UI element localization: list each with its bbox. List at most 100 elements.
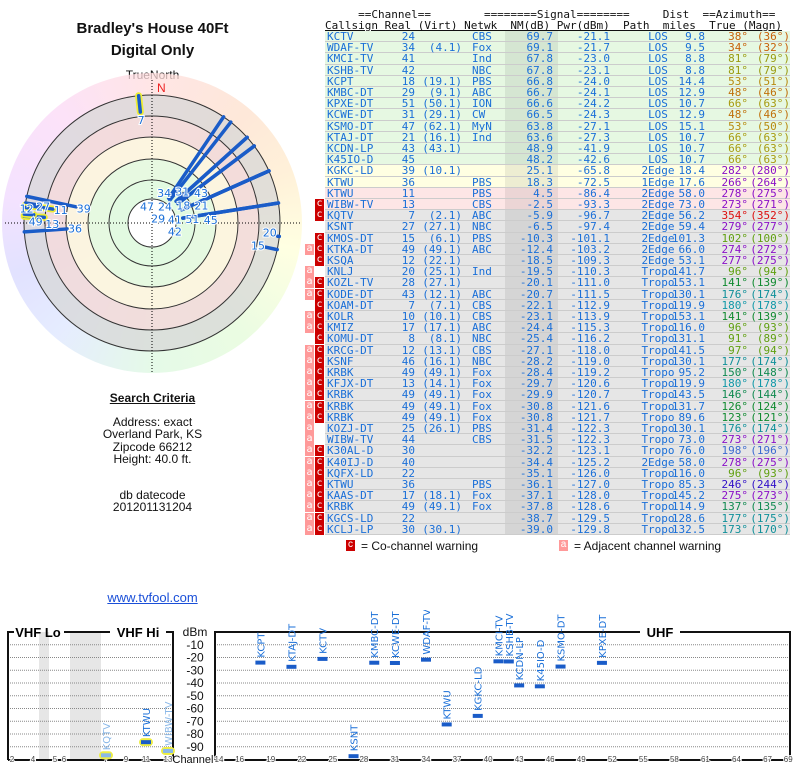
- station-row[interactable]: KTWU 36 PBS -36.1 -127.0 Tropo 85.3 246° (244°): [325, 479, 790, 490]
- callsign-cell: KOAM-DT: [327, 298, 374, 312]
- station-label: KMCI-TV: [494, 615, 505, 656]
- station-label: KSMO-DT: [557, 614, 568, 662]
- station-row[interactable]: KSNT 27 (27.1) NBC -6.5 -97.4 2Edge 59.4 279° (27…: [325, 220, 790, 234]
- station-row[interactable]: KRBK 49 (49.1) Fox -37.8 -128.6 Tropo 114.9 137°…: [325, 501, 790, 513]
- nm-column-shade: [505, 187, 558, 198]
- power-cell: -113.9: [570, 310, 610, 323]
- station-row[interactable]: KTKA-DT 49 (49.1) ABC -12.4 -103.2 2Edge 66.0 27…: [325, 244, 790, 255]
- noise-margin-cell: -6.5: [526, 220, 554, 234]
- azimuth-magnetic-cell: (139°): [750, 276, 790, 290]
- channel-axis-label: Channel: [173, 754, 214, 766]
- channel-tick-label: 43: [515, 755, 524, 764]
- station-row[interactable]: KRCG-DT 12 (13.1) CBS -27.1 -118.0 Tropo 141.5 9…: [325, 343, 790, 357]
- station-row[interactable]: KCTV 24 CBS 69.7 -21.1 LOS 9.8 38° (36°): [325, 31, 790, 42]
- station-signal-bar: [286, 664, 297, 669]
- station-row[interactable]: KNLJ 20 (25.1) Ind -19.5 -110.3 Tropo 141.7 96° (…: [325, 266, 790, 277]
- nm-column-shade: [505, 322, 558, 333]
- station-row[interactable]: KQFX-LD 22 -35.1 -126.0 Tropo 116.0 96° (93°): [325, 468, 790, 479]
- noise-margin-cell: 25.1: [526, 164, 554, 178]
- station-row[interactable]: KODE-DT 43 (12.1) ABC -20.7 -111.5 Tropo 130.1 1…: [325, 287, 790, 301]
- station-row[interactable]: KQTV 7 (2.1) ABC -5.9 -96.7 2Edge 56.2 354° (352°…: [325, 210, 790, 221]
- power-cell: -121.7: [570, 410, 610, 424]
- station-label: KTAJ-DT: [287, 623, 298, 662]
- azimuth-true-cell: 277°: [721, 254, 749, 267]
- real-channel-cell: 12: [401, 254, 415, 267]
- station-row[interactable]: KPXE-DT 51 (50.1) ION 66.6 -24.2 LOS 10.7 66° (63…: [325, 98, 790, 109]
- nm-column-shade: [505, 232, 558, 243]
- noise-margin-cell: -27.1: [519, 343, 553, 357]
- station-row[interactable]: K40IJ-D 40 -34.4 -125.2 2Edge 58.0 278° (275°): [325, 455, 790, 469]
- station-row[interactable]: KSHB-TV 42 NBC 67.8 -23.1 LOS 8.8 81° (79°): [325, 64, 790, 76]
- co-channel-legend-text: = Co-channel warning: [361, 539, 479, 553]
- station-row[interactable]: K30AL-D 30 -32.2 -123.1 Tropo 76.0 198° (196°): [325, 445, 790, 457]
- callsign-cell: WDAF-TV: [327, 41, 374, 55]
- station-row[interactable]: K45IO-D 45 48.2 -42.6 LOS 10.7 66° (63°): [325, 154, 790, 165]
- station-row[interactable]: KCDN-LP 43 (43.1) 48.9 -41.9 LOS 10.7 66° (63°): [325, 143, 790, 154]
- real-channel-cell: 17: [401, 321, 415, 335]
- virtual-channel-cell: (18.1): [422, 489, 462, 503]
- azimuth-true-cell: 66°: [728, 97, 748, 111]
- azimuth-true-cell: 96°: [728, 466, 748, 480]
- uhf-label: UHF: [647, 625, 674, 640]
- power-cell: -120.6: [570, 377, 610, 391]
- station-row[interactable]: KFJX-DT 13 (14.1) Fox -29.7 -120.6 Tropo 119.9 1…: [325, 378, 790, 389]
- network-cell: ABC: [472, 209, 492, 223]
- power-cell: -116.2: [570, 332, 610, 346]
- station-row[interactable]: WDAF-TV 34 (4.1) Fox 69.1 -21.7 LOS 9.5 34° (32°): [325, 42, 790, 53]
- station-row[interactable]: KRBK 49 (49.1) Fox -29.9 -120.7 Tropo 143.5 146°…: [325, 389, 790, 401]
- real-channel-cell: 43: [401, 142, 415, 155]
- station-row[interactable]: KOMU-DT 8 (8.1) NBC -25.4 -116.2 Tropo 131.1 91°…: [325, 332, 790, 346]
- callsign-cell: KODE-DT: [327, 287, 374, 301]
- station-row[interactable]: KSMO-DT 47 (62.1) MyN 63.8 -27.1 LOS 15.1 53° (50…: [325, 120, 790, 132]
- adjacent-channel-warning-icon: a: [305, 366, 314, 378]
- real-channel-cell: 13: [401, 377, 415, 391]
- station-row[interactable]: KMIZ 17 (17.1) ABC -24.4 -115.3 Tropo 116.0 96° (…: [325, 322, 790, 333]
- station-row[interactable]: KMCI-TV 41 Ind 67.8 -23.0 LOS 8.8 81° (79°): [325, 53, 790, 65]
- station-row[interactable]: KTAJ-DT 21 (16.1) Ind 63.6 -27.3 LOS 10.7 66° (63…: [325, 132, 790, 143]
- azimuth-true-cell: 66°: [728, 130, 748, 144]
- power-cell: -24.2: [576, 97, 610, 111]
- azimuth-magnetic-cell: (174°): [750, 354, 790, 368]
- station-row[interactable]: WIBW-TV 13 CBS -2.5 -93.3 2Edge 73.0 273° (271°): [325, 199, 790, 210]
- station-row[interactable]: KGKC-LD 39 (10.1) 25.1 -65.8 2Edge 18.4 282° (28…: [325, 164, 790, 178]
- channel-tick-label: 69: [784, 755, 793, 764]
- power-cell: -72.5: [576, 175, 610, 189]
- virtual-channel-cell: (43.1): [422, 142, 462, 155]
- network-cell: CBS: [472, 298, 492, 312]
- station-row[interactable]: KGCS-LD 22 -38.7 -129.5 Tropo 128.6 177° (175°): [325, 512, 790, 524]
- station-row[interactable]: KTWU 36 PBS 18.3 -72.5 1Edge 17.6 266° (264°): [325, 175, 790, 189]
- station-row[interactable]: KMOS-DT 15 (6.1) PBS -10.3 -101.1 2Edge 101.3 10…: [325, 232, 790, 244]
- station-row[interactable]: KCWE-DT 31 (29.1) CW 66.5 -24.3 LOS 12.9 48° (46°…: [325, 109, 790, 121]
- station-ray: [174, 135, 249, 203]
- real-channel-cell: 40: [401, 455, 415, 469]
- station-row[interactable]: KSQA 12 (22.1) -18.5 -109.3 2Edge 53.1 277° (275…: [325, 255, 790, 266]
- channel-tick-label: 16: [235, 755, 244, 764]
- virtual-channel-cell: (49.1): [422, 399, 462, 413]
- station-row[interactable]: KOLR 10 (10.1) CBS -23.1 -113.9 Tropo 153.1 141°…: [325, 311, 790, 322]
- azimuth-true-cell: 275°: [721, 489, 749, 503]
- noise-margin-cell: 18.3: [526, 175, 554, 189]
- adjacent-channel-warning-icon: a: [305, 388, 314, 401]
- station-row[interactable]: KOAM-DT 7 (7.1) CBS -22.1 -112.9 Tropo 119.9 180…: [325, 300, 790, 311]
- station-row[interactable]: KRBK 49 (49.1) Fox -30.8 -121.6 Tropo 131.7 126°…: [325, 399, 790, 413]
- noise-margin-cell: 69.7: [526, 30, 554, 43]
- network-cell: Ind: [472, 265, 492, 279]
- noise-margin-cell: -5.9: [526, 209, 554, 223]
- azimuth-true-cell: 273°: [721, 198, 749, 211]
- station-row[interactable]: KMBC-DT 29 (9.1) ABC 66.7 -24.1 LOS 12.9 48° (46°…: [325, 87, 790, 98]
- station-row[interactable]: WIBW-TV 44 CBS -31.5 -122.3 Tropo 73.0 273° (271…: [325, 434, 790, 445]
- station-row[interactable]: KOZJ-DT 25 (26.1) PBS -31.4 -122.3 Tropo 130.1 1…: [325, 423, 790, 434]
- tvfool-link[interactable]: www.tvfool.com: [107, 590, 198, 605]
- criteria-zip: Zipcode 66212: [112, 440, 193, 454]
- station-row[interactable]: KCPT 18 (19.1) PBS 66.8 -24.0 LOS 14.4 53° (51°): [325, 76, 790, 87]
- station-row[interactable]: KAAS-DT 17 (18.1) Fox -37.1 -128.0 Tropo 145.2 2…: [325, 490, 790, 501]
- station-row[interactable]: KRBK 49 (49.1) Fox -30.8 -121.7 Tropo 89.6 123°(…: [325, 412, 790, 423]
- path-cell: Tropo: [641, 321, 675, 335]
- station-row[interactable]: KTWU 11 PBS 4.5 -86.4 2Edge 58.0 278° (275°): [325, 188, 790, 199]
- station-row[interactable]: KOZL-TV 28 (27.1) -20.1 -111.0 Tropo 153.1 141°…: [325, 276, 790, 290]
- station-row[interactable]: KRBK 49 (49.1) Fox -28.4 -119.2 Tropo 95.2 150°(…: [325, 367, 790, 378]
- azimuth-magnetic-cell: (273°): [750, 489, 790, 503]
- station-row[interactable]: KSNF 46 (16.1) NBC -28.2 -119.0 Tropo 130.1 177°…: [325, 356, 790, 367]
- station-row[interactable]: KCLJ-LP 30 (30.1) -39.0 -129.8 Tropo 132.5 173°…: [325, 524, 790, 535]
- path-cell: LOS: [648, 130, 668, 144]
